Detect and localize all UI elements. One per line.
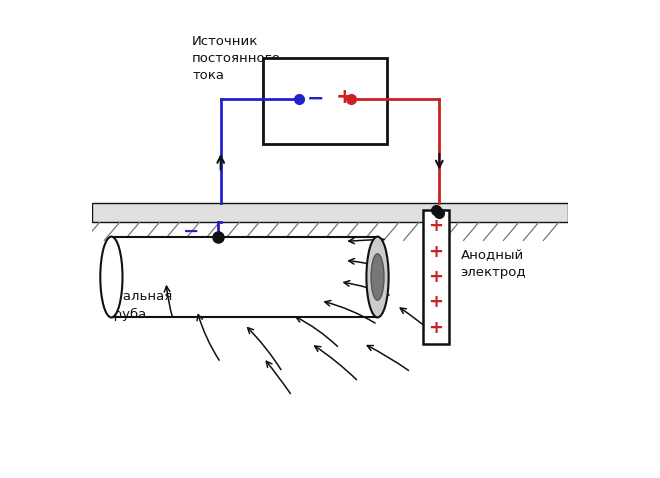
Text: +: + bbox=[428, 217, 444, 236]
Ellipse shape bbox=[366, 237, 389, 317]
Text: +: + bbox=[428, 293, 444, 311]
Bar bbox=[112, 237, 378, 317]
Ellipse shape bbox=[100, 237, 123, 317]
Bar bbox=[92, 203, 568, 222]
Text: Стальная
труба: Стальная труба bbox=[107, 291, 173, 321]
Ellipse shape bbox=[371, 254, 384, 300]
Text: +: + bbox=[428, 243, 444, 261]
Text: Анодный
электрод: Анодный электрод bbox=[461, 249, 526, 279]
Text: −: − bbox=[307, 89, 324, 109]
Bar bbox=[263, 58, 387, 144]
Text: +: + bbox=[336, 87, 354, 108]
Text: Источник
постоянного
тока: Источник постоянного тока bbox=[192, 34, 281, 82]
Text: +: + bbox=[428, 318, 444, 337]
Text: −: − bbox=[183, 222, 199, 241]
Text: +: + bbox=[428, 268, 444, 286]
Bar bbox=[422, 210, 449, 344]
